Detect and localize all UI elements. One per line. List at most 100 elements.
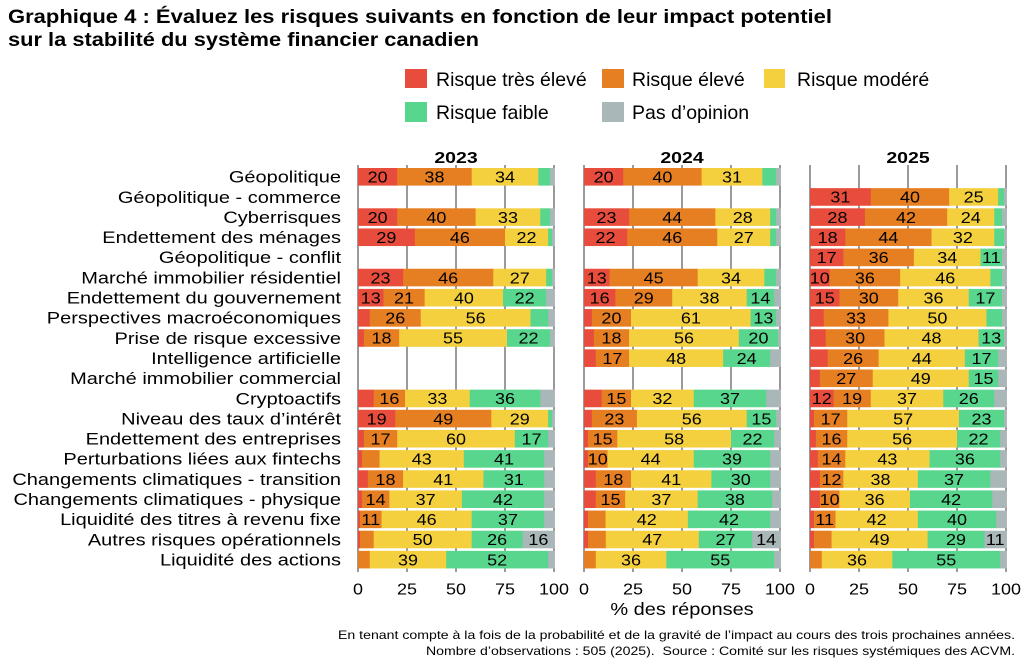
bar-row-perspectives-macroeconomiques: 33 50: [810, 309, 1007, 327]
bar-segment-risque-tres-eleve: [358, 409, 396, 428]
bar-segment-pas-d-opinion: [990, 470, 1007, 488]
bar-segment-risque-faible: [471, 510, 545, 529]
bar-segment-risque-tres-eleve: [584, 268, 610, 287]
panel-2025: 2025 0 25 50 75 100 31 40 25 28 42 24 18 44 32 17 36 34 11…: [805, 149, 1021, 599]
bar-row-perturbations-liees-aux-fintechs: 43 41: [358, 450, 555, 468]
bar-segment-risque-tres-eleve: [358, 450, 363, 468]
data-label: 42: [719, 511, 739, 529]
bar-segment-risque-modere: [843, 470, 919, 488]
bar-segment-risque-faible: [693, 389, 767, 408]
bar-segment-risque-tres-eleve: [358, 490, 363, 508]
bar-segment-risque-faible: [990, 268, 1003, 287]
bar-segment-pas-d-opinion: [1004, 228, 1007, 247]
data-label: 23: [371, 269, 391, 287]
data-label: 38: [871, 471, 891, 489]
bar-segment-risque-modere: [831, 530, 928, 549]
bar-segment-risque-modere: [847, 409, 960, 428]
bar-segment-risque-faible: [978, 329, 1005, 347]
data-label: 11: [361, 511, 380, 529]
data-label: 41: [661, 471, 681, 489]
bar-row-endettement-des-entreprises: 16 56 22: [810, 429, 1007, 448]
bar-segment-risque-faible: [540, 208, 551, 226]
bar-segment-pas-d-opinion: [544, 470, 555, 488]
data-label: 17: [371, 430, 391, 448]
x-axis-ticks: 0 25 50 75 100: [579, 580, 795, 598]
bar-row-perspectives-macroeconomiques: 20 61 13: [584, 309, 781, 328]
bar-segment-risque-modere: [405, 389, 471, 408]
bar-segment-risque-tres-eleve: [584, 490, 597, 508]
data-label: 61: [681, 310, 701, 328]
bar-row-cyberrisques: 23 44 28: [584, 208, 781, 227]
bar-row-changements-climatiques-transition: 12 38 37: [810, 470, 1007, 489]
data-label: 13: [587, 269, 607, 287]
data-label: 60: [446, 430, 466, 448]
legend-swatch: [602, 69, 624, 88]
bar-segment-risque-faible: [750, 309, 777, 327]
bar-segment-risque-modere: [884, 329, 979, 347]
bar-segment-risque-eleve: [870, 188, 950, 206]
bar-segment-pas-d-opinion: [544, 510, 555, 529]
data-label: 20: [368, 209, 388, 227]
category-label-geopolitique-commerce: Géopolitique - commerce: [118, 188, 341, 207]
bar-segment-pas-d-opinion: [548, 309, 555, 327]
data-label: 18: [601, 330, 621, 348]
data-label: 42: [896, 209, 916, 227]
bar-row-intelligence-artificielle: 17 48 24: [584, 349, 781, 368]
bar-segment-risque-tres-eleve: [810, 208, 866, 226]
bar-segment-risque-faible: [506, 329, 551, 347]
bar-segment-risque-tres-eleve: [358, 168, 398, 186]
data-label: 20: [594, 168, 614, 186]
bar-segment-pas-d-opinion: [770, 470, 781, 488]
bar-segment-risque-tres-eleve: [358, 470, 369, 488]
data-label: 15: [600, 491, 620, 509]
data-label: 11: [815, 511, 834, 529]
data-label: 22: [743, 430, 763, 448]
bar-segment-risque-eleve: [813, 530, 832, 549]
bar-segment-pas-d-opinion: [1000, 550, 1007, 569]
x-tick-label: 0: [353, 580, 363, 598]
bar-segment-risque-tres-eleve: [810, 248, 844, 267]
panel-year-label: 2025: [886, 149, 929, 167]
data-label: 18: [375, 471, 395, 489]
data-label: 55: [710, 551, 730, 569]
bar-segment-risque-eleve: [414, 228, 506, 247]
data-label: 19: [367, 410, 387, 428]
bar-row-cryptoactifs: 12 19 37 26: [810, 389, 1007, 408]
bar-segment-risque-tres-eleve: [810, 450, 819, 468]
bar-segment-risque-tres-eleve: [358, 228, 416, 247]
data-label: 46: [450, 229, 470, 247]
data-label: 26: [385, 310, 405, 328]
data-label: 16: [822, 430, 842, 448]
bar-segment-risque-eleve: [587, 530, 607, 549]
bar-segment-risque-eleve: [609, 268, 699, 287]
bar-segment-risque-modere: [872, 369, 970, 388]
bar-segment-risque-faible: [723, 349, 771, 367]
bar-segment-risque-modere: [629, 349, 724, 367]
legend-label: Risque très élevé: [436, 69, 587, 91]
x-tick-label: 0: [805, 580, 815, 598]
bar-segment-risque-eleve: [615, 288, 673, 307]
bar-row-prise-de-risque-excessive: 30 48 13: [810, 329, 1007, 348]
data-label: 21: [394, 289, 414, 307]
category-label-intelligence-artificielle: Intelligence artificielle: [151, 349, 341, 368]
bar-segment-risque-tres-eleve: [584, 530, 589, 549]
bar-segment-pas-d-opinion: [774, 550, 781, 569]
bar-row-autres-risques-operationnels: 49 29 11: [810, 530, 1007, 549]
bar-segment-risque-faible: [461, 490, 545, 508]
data-label: 13: [981, 330, 1001, 348]
data-label: 27: [716, 531, 736, 549]
bar-segment-risque-eleve: [584, 550, 597, 569]
bar-segment-risque-eleve: [627, 228, 718, 247]
bar-segment-risque-modere: [617, 429, 732, 448]
bar-segment-risque-faible: [687, 510, 771, 529]
bar-segment-pas-d-opinion: [998, 349, 1007, 367]
bar-segment-risque-tres-eleve: [810, 490, 821, 508]
x-tick-label: 50: [672, 580, 692, 598]
bar-segment-risque-tres-eleve: [584, 208, 630, 226]
category-label-marche-immobilier-residentiel: Marché immobilier résidentiel: [81, 268, 341, 287]
bar-segment-risque-modere: [847, 429, 958, 448]
bar-segment-risque-tres-eleve: [810, 429, 817, 448]
bar-segment-risque-tres-eleve: [810, 309, 825, 327]
